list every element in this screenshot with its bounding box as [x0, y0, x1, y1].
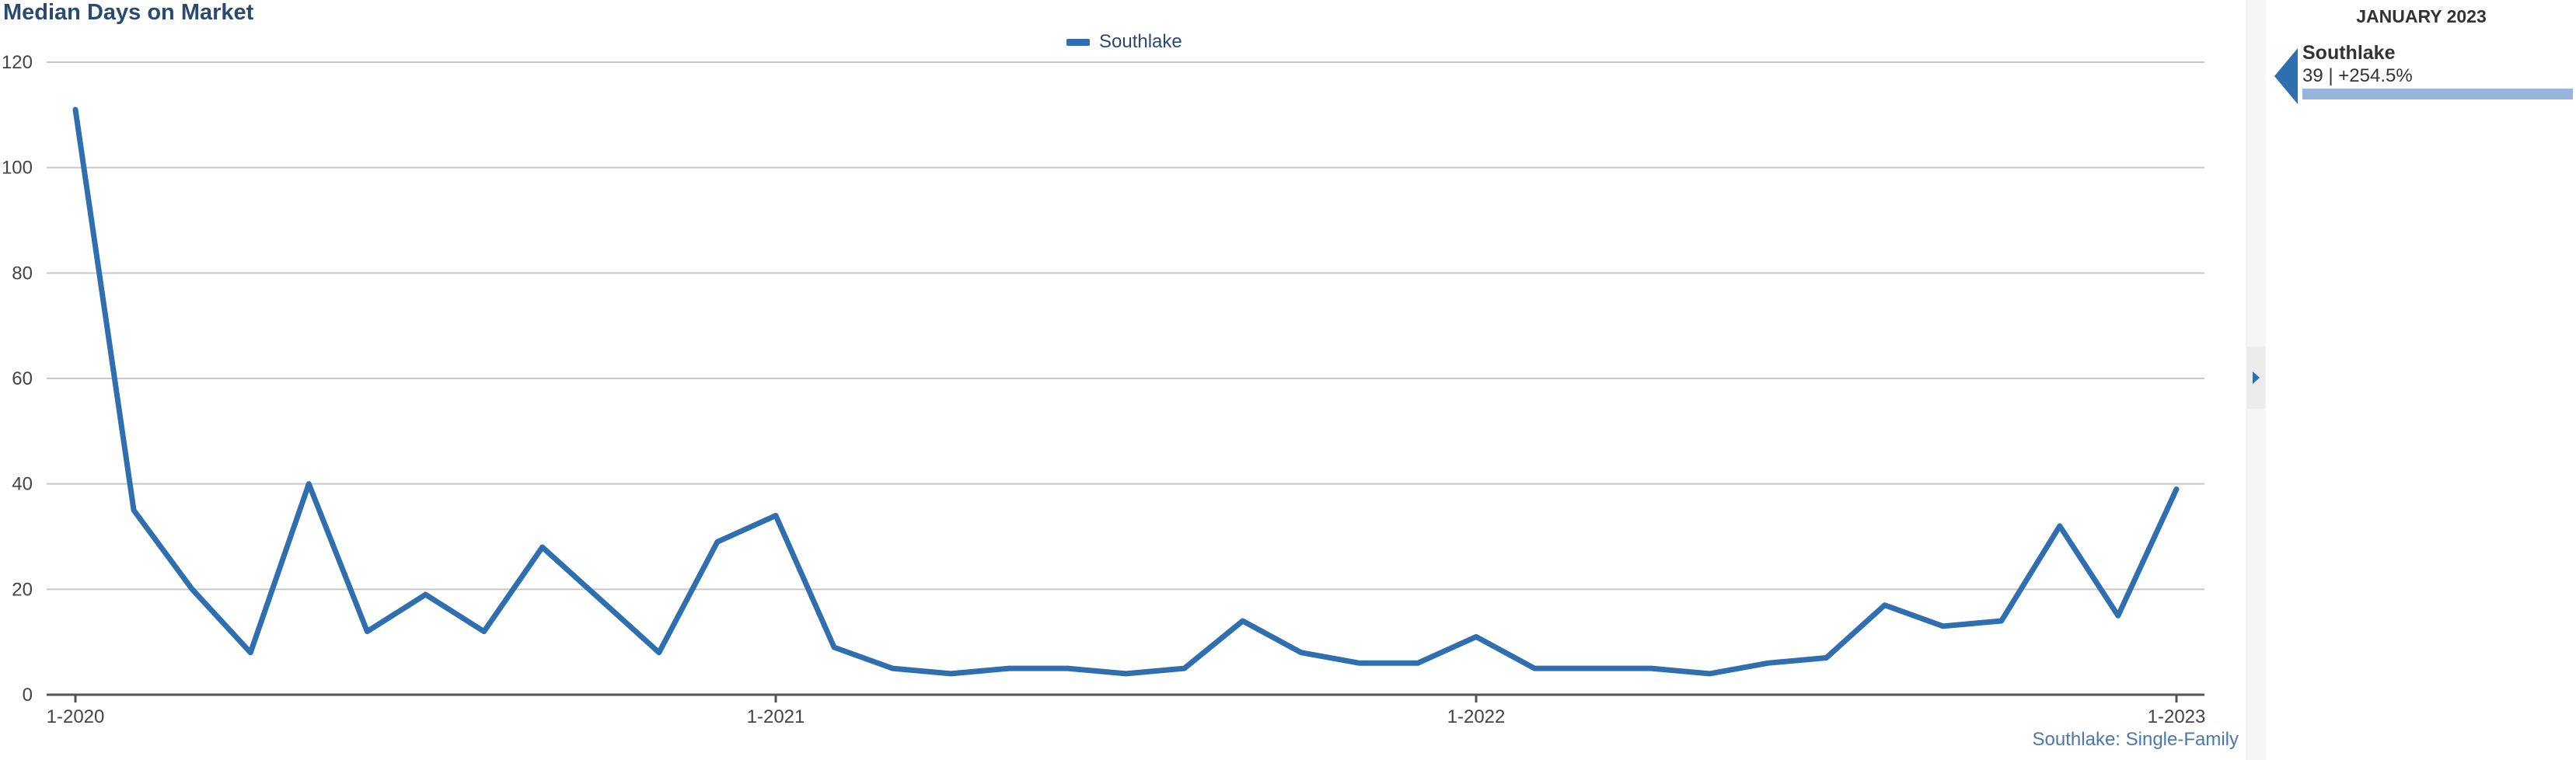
- side-panel: JANUARY 2023 Southlake 39 | +254.5%: [2267, 0, 2576, 760]
- data-point[interactable]: [423, 592, 428, 598]
- data-point[interactable]: [1940, 623, 1946, 629]
- panel-series-name: Southlake: [2302, 42, 2396, 64]
- data-point[interactable]: [1765, 661, 1771, 666]
- x-tick-label: 1-2020: [47, 706, 105, 727]
- y-tick-label: 120: [2, 52, 33, 73]
- line-chart: 0 20 40 60 80 100 120 1-2020 1-2021 1-2022 1-2023: [2, 52, 2206, 727]
- gridlines: [47, 61, 2204, 591]
- data-point[interactable]: [1590, 666, 1596, 671]
- data-point[interactable]: [306, 481, 312, 486]
- y-tick-label: 80: [12, 263, 33, 284]
- side-panel-toggle-button[interactable]: [2246, 347, 2265, 409]
- data-point[interactable]: [598, 597, 603, 602]
- y-tick-label: 40: [12, 474, 33, 495]
- y-tick-label: 100: [2, 158, 33, 179]
- panel-series-value: 39 | +254.5%: [2302, 65, 2413, 86]
- y-tick-label: 0: [23, 685, 33, 706]
- data-point[interactable]: [1532, 666, 1538, 671]
- panel-period: JANUARY 2023: [2356, 6, 2487, 26]
- data-point[interactable]: [365, 629, 370, 634]
- data-point[interactable]: [1240, 619, 1245, 624]
- x-tick-label: 1-2021: [747, 706, 805, 727]
- data-point[interactable]: [481, 629, 487, 634]
- data-point[interactable]: [948, 671, 954, 676]
- data-point[interactable]: [714, 539, 720, 545]
- data-point[interactable]: [131, 507, 137, 513]
- data-point[interactable]: [1474, 634, 1478, 640]
- data-point[interactable]: [656, 650, 661, 655]
- data-point[interactable]: [890, 666, 895, 671]
- panel-pointer-icon: [2274, 48, 2298, 104]
- x-tick-label: 1-2023: [2148, 706, 2206, 727]
- data-point[interactable]: [248, 650, 253, 655]
- data-point[interactable]: [1882, 602, 1887, 608]
- data-point[interactable]: [1356, 661, 1362, 666]
- data-point[interactable]: [1007, 666, 1012, 671]
- data-point[interactable]: [1824, 655, 1829, 661]
- y-tick-label: 20: [12, 579, 33, 600]
- data-point[interactable]: [1123, 671, 1129, 676]
- data-point[interactable]: [1649, 666, 1654, 671]
- data-point[interactable]: [190, 587, 195, 592]
- chart-footnote: Southlake: Single-Family: [2032, 729, 2239, 750]
- legend[interactable]: Southlake: [1066, 31, 1182, 53]
- data-point[interactable]: [1182, 666, 1187, 671]
- series-southlake: [72, 106, 2180, 677]
- x-tick-label: 1-2022: [1447, 706, 1506, 727]
- panel-bar-fill: [2302, 89, 2573, 99]
- data-point[interactable]: [539, 545, 545, 550]
- data-point[interactable]: [1998, 619, 2004, 624]
- data-point[interactable]: [2174, 486, 2179, 492]
- data-point[interactable]: [773, 513, 778, 518]
- data-point[interactable]: [1065, 666, 1070, 671]
- data-point[interactable]: [1415, 661, 1420, 666]
- data-point[interactable]: [832, 644, 837, 650]
- x-axis: 1-2020 1-2021 1-2022 1-2023: [47, 693, 2206, 727]
- data-point[interactable]: [2115, 613, 2120, 619]
- y-axis-ticks: 0 20 40 60 80 100 120: [2, 52, 33, 706]
- legend-label-southlake: Southlake: [1099, 31, 1182, 52]
- panel-bar: [2302, 89, 2573, 99]
- data-point[interactable]: [1298, 650, 1304, 655]
- data-point[interactable]: [1707, 671, 1712, 676]
- legend-swatch: [1066, 38, 1090, 46]
- data-point[interactable]: [73, 107, 78, 113]
- y-tick-label: 60: [12, 368, 33, 389]
- chart-title: Median Days on Market: [3, 0, 254, 25]
- data-point[interactable]: [2057, 523, 2062, 528]
